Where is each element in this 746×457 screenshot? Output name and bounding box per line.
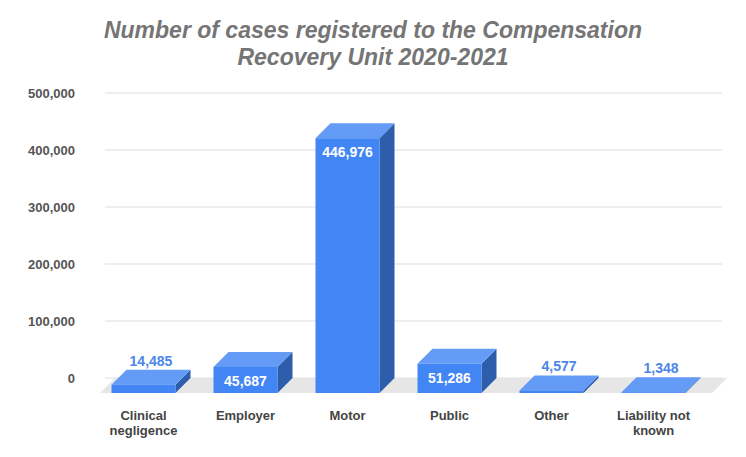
data-label: 14,485: [130, 353, 173, 369]
x-tick-label: Clinicalnegligence: [110, 408, 178, 438]
data-label: 45,687: [224, 373, 267, 389]
bar: [622, 392, 686, 393]
bar-3d: [112, 370, 191, 393]
data-label: 446,976: [322, 144, 373, 160]
x-tick-label: Employer: [216, 408, 275, 423]
x-tick-label: Other: [534, 408, 569, 423]
bar-3d: [214, 352, 293, 393]
y-tick-label: 300,000: [28, 200, 75, 215]
bar: [418, 364, 482, 393]
grid-line: [105, 150, 722, 151]
bar-side: [380, 123, 395, 393]
x-tick-line: known: [633, 423, 674, 438]
y-tick-label: 200,000: [28, 257, 75, 272]
floor: [100, 378, 727, 393]
bar: [520, 390, 584, 393]
bar: [214, 367, 278, 393]
y-tick-label: 0: [68, 371, 75, 386]
data-label: 4,577: [541, 358, 576, 374]
title-line: Number of cases registered to the Compen…: [104, 17, 642, 43]
bar-3d: [622, 377, 701, 393]
grid-line: [105, 207, 722, 208]
x-tick-line: Liability not: [617, 408, 691, 423]
grid-line: [105, 93, 722, 94]
bar-top: [112, 370, 191, 385]
x-tick-label: Motor: [329, 408, 365, 423]
grid-line: [105, 264, 722, 265]
data-label: 1,348: [643, 360, 678, 376]
bar-3d: [520, 375, 599, 393]
bar-top: [520, 375, 599, 390]
labels: 14,485 45,687 446,976 51,286 4,577 1,348: [130, 144, 679, 389]
bar-3d: [316, 123, 395, 393]
bar-top: [214, 352, 293, 367]
bar-top: [622, 377, 701, 392]
chart-root: Number of cases registered to the Compen…: [0, 0, 746, 457]
y-tick-label: 500,000: [28, 86, 75, 101]
bar: [316, 138, 380, 393]
grid-line: [105, 321, 722, 322]
y-tick-label: 400,000: [28, 143, 75, 158]
bar-top: [316, 123, 395, 138]
y-tick-label: 100,000: [28, 314, 75, 329]
x-tick-label: Public: [430, 408, 469, 423]
bar: [112, 385, 176, 393]
x-tick-line: Motor: [329, 408, 365, 423]
title-line: Recovery Unit 2020-2021: [237, 44, 508, 70]
x-tick-line: negligence: [110, 423, 178, 438]
x-tick-line: Employer: [216, 408, 275, 423]
x-tick-label: Liability notknown: [617, 408, 691, 438]
x-tick-line: Clinical: [120, 408, 166, 423]
x-tick-line: Other: [534, 408, 569, 423]
bars: [112, 123, 701, 393]
chart-title: Number of cases registered to the Compen…: [104, 17, 642, 70]
bar-3d: [418, 349, 497, 393]
bar-top: [418, 349, 497, 364]
data-label: 51,286: [428, 370, 471, 386]
x-tick-line: Public: [430, 408, 469, 423]
chart-svg: Number of cases registered to the Compen…: [0, 0, 746, 457]
